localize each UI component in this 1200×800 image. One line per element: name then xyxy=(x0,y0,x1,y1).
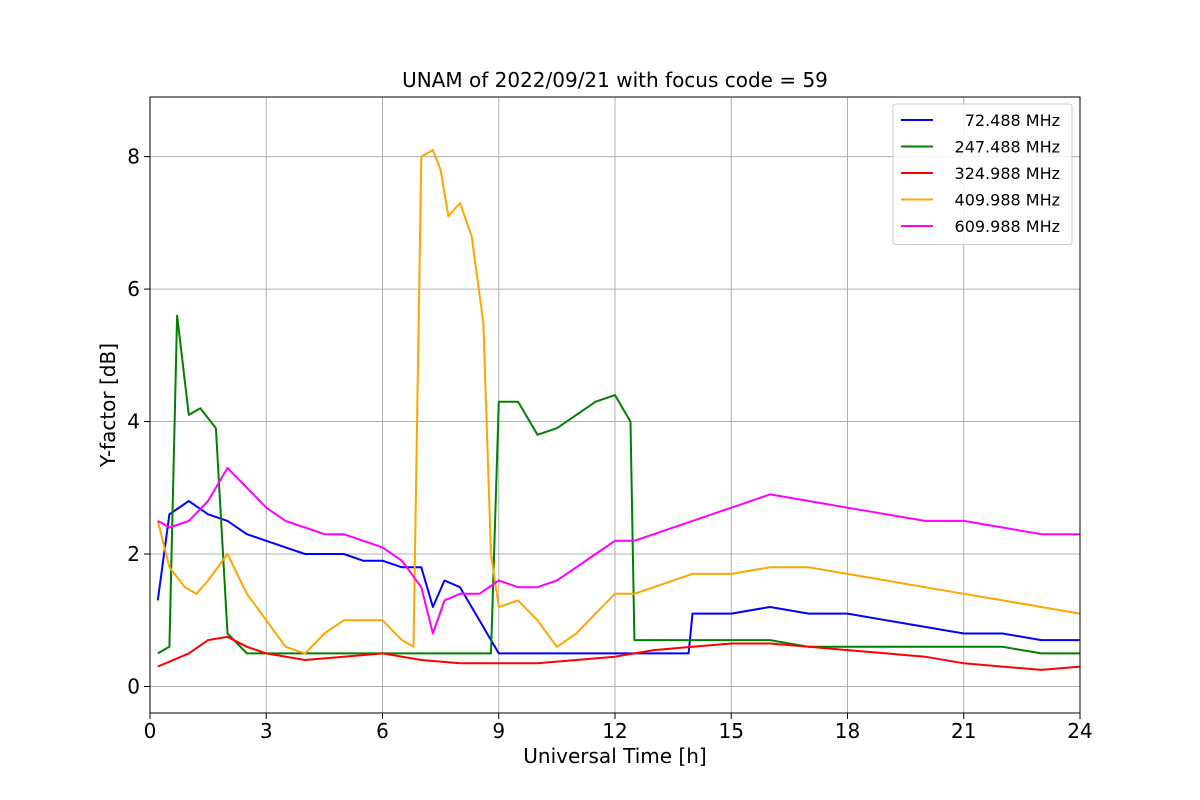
series-lines xyxy=(156,149,1080,671)
series-line-2 xyxy=(157,635,1080,671)
x-tick-label: 21 xyxy=(951,719,976,743)
chart-title: UNAM of 2022/09/21 with focus code = 59 xyxy=(402,68,828,92)
series-line-3 xyxy=(156,149,1080,655)
legend-label-2: 324.988 MHz xyxy=(955,164,1060,183)
series-line-0 xyxy=(156,500,1080,655)
x-tick-label: 3 xyxy=(260,719,273,743)
legend: 72.488 MHz 247.488 MHz 324.988 MHz 409.988 … xyxy=(892,103,1073,245)
series-line-4 xyxy=(157,466,1080,635)
x-axis-label: Universal Time [h] xyxy=(523,744,706,768)
y-axis-ticks: 0 2 4 6 8 xyxy=(127,145,150,699)
x-tick-label: 9 xyxy=(492,719,505,743)
y-tick-label: 2 xyxy=(127,542,140,566)
x-tick-label: 18 xyxy=(835,719,860,743)
y-tick-label: 0 xyxy=(127,675,140,699)
legend-box xyxy=(892,103,1073,245)
legend-label-3: 409.988 MHz xyxy=(955,191,1060,210)
y-axis-label: Y-factor [dB] xyxy=(96,343,120,468)
x-tick-label: 12 xyxy=(602,719,627,743)
x-tick-label: 6 xyxy=(376,719,389,743)
x-axis-ticks: 0 3 6 9 12 15 18 21 24 xyxy=(144,713,1093,743)
y-tick-label: 4 xyxy=(127,410,140,434)
y-tick-label: 6 xyxy=(127,277,140,301)
x-tick-label: 0 xyxy=(144,719,157,743)
x-tick-label: 15 xyxy=(719,719,744,743)
x-tick-label: 24 xyxy=(1067,719,1092,743)
legend-label-4: 609.988 MHz xyxy=(955,217,1060,236)
series-line-1 xyxy=(157,314,1080,655)
legend-label-0: 72.488 MHz xyxy=(965,111,1060,130)
y-tick-label: 8 xyxy=(127,145,140,169)
legend-label-1: 247.488 MHz xyxy=(955,138,1060,157)
